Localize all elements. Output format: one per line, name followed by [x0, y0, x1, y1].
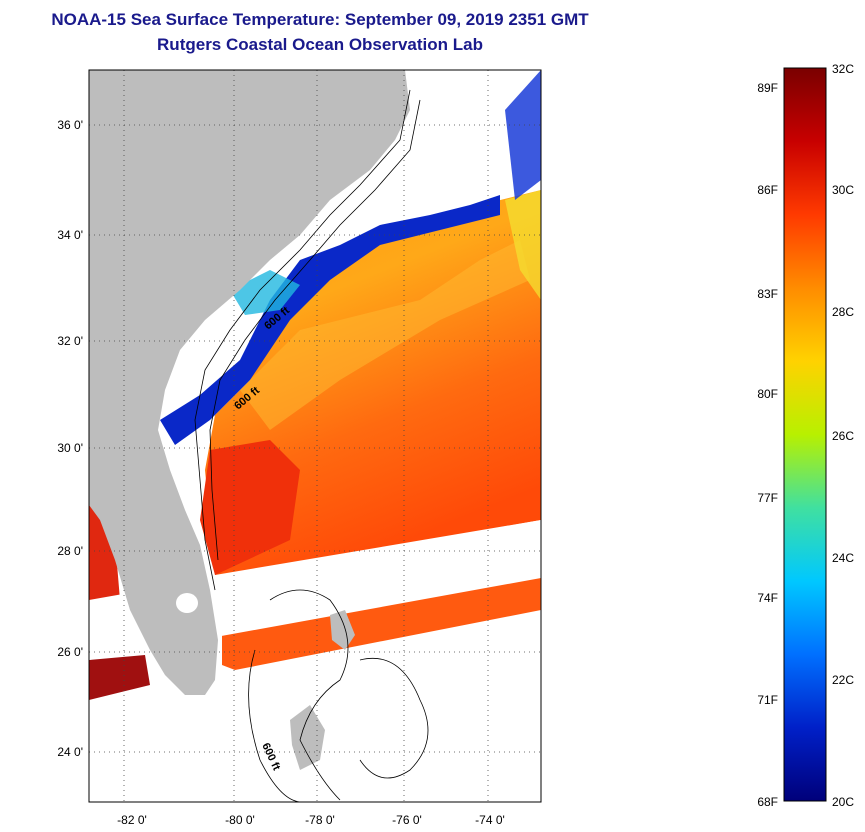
fahrenheit-label: 71F	[757, 693, 778, 707]
island-abaco	[330, 610, 355, 650]
sst-cold-shelf-band	[160, 195, 500, 445]
celsius-label: 26C	[832, 429, 854, 443]
lake-okeechobee	[176, 593, 198, 613]
fahrenheit-label: 89F	[757, 81, 778, 95]
lat-label: 32 0'	[57, 334, 83, 348]
fahrenheit-label: 80F	[757, 387, 778, 401]
lat-label: 30 0'	[57, 441, 83, 455]
celsius-label: 28C	[832, 305, 854, 319]
lat-label: 24 0'	[57, 745, 83, 759]
colorbar-celsius-labels: 32C 30C 28C 26C 24C 22C 20C	[832, 62, 854, 809]
sst-yellow-patch	[505, 190, 541, 300]
lon-label: -76 0'	[392, 813, 422, 827]
lat-label: 26 0'	[57, 645, 83, 659]
land-us-southeast	[89, 70, 410, 695]
lon-label: -82 0'	[117, 813, 147, 827]
lon-label: -78 0'	[305, 813, 335, 827]
fahrenheit-label: 74F	[757, 591, 778, 605]
sst-warm-zone	[200, 440, 300, 575]
fahrenheit-label: 68F	[757, 795, 778, 809]
graticule	[89, 70, 541, 802]
sst-swath-lower	[222, 575, 541, 670]
fahrenheit-label: 86F	[757, 183, 778, 197]
lat-label: 28 0'	[57, 544, 83, 558]
map-frame	[88, 69, 542, 803]
longitude-axis: -82 0' -80 0' -78 0' -76 0' -74 0'	[117, 813, 505, 827]
fahrenheit-label: 83F	[757, 287, 778, 301]
bathymetry-contours	[194, 89, 429, 802]
map-subtitle: Rutgers Coastal Ocean Observation Lab	[157, 35, 483, 54]
lat-label: 36 0'	[57, 118, 83, 132]
colorbar	[783, 67, 827, 802]
sst-warm-streak	[240, 240, 530, 430]
island-andros	[290, 705, 325, 770]
lon-label: -80 0'	[225, 813, 255, 827]
colorbar-fahrenheit-labels: 89F 86F 83F 80F 77F 74F 71F 68F	[757, 81, 778, 809]
celsius-label: 32C	[832, 62, 854, 76]
map-title: NOAA-15 Sea Surface Temperature: Septemb…	[51, 10, 589, 29]
latitude-axis: 36 0' 34 0' 32 0' 30 0' 28 0' 26 0' 24 0…	[57, 118, 83, 759]
celsius-label: 20C	[832, 795, 854, 809]
celsius-label: 24C	[832, 551, 854, 565]
sst-cold-north	[505, 70, 541, 200]
celsius-label: 22C	[832, 673, 854, 687]
celsius-label: 30C	[832, 183, 854, 197]
fahrenheit-label: 77F	[757, 491, 778, 505]
lat-label: 34 0'	[57, 228, 83, 242]
sst-swath-southwest	[89, 655, 150, 700]
lon-label: -74 0'	[475, 813, 505, 827]
